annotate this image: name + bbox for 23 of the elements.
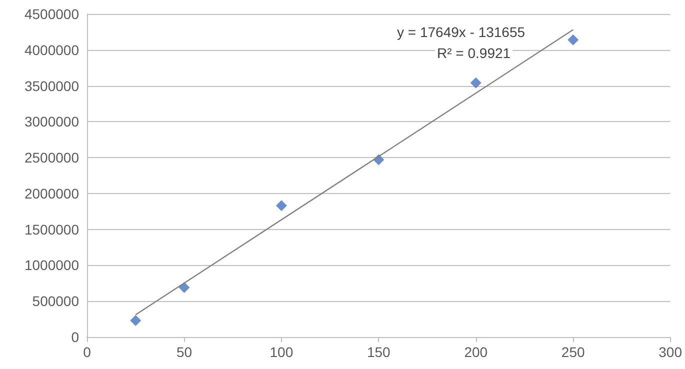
x-tick-label: 200 [464, 344, 488, 360]
y-tick-label: 2000000 [24, 185, 80, 202]
x-tick-label: 250 [561, 344, 585, 360]
y-tick-label: 0 [71, 329, 80, 345]
x-tick-label: 100 [270, 344, 294, 360]
x-tick-label: 300 [658, 344, 682, 360]
y-tick-label: 3000000 [24, 114, 80, 130]
point [470, 77, 482, 88]
y-tick-label: 500000 [32, 293, 80, 310]
point [276, 200, 287, 212]
annotation: R² = 0.9921 [437, 45, 511, 61]
x-tick-label: 50 [176, 344, 192, 360]
y-tick-label: 4000000 [24, 42, 80, 58]
x-tick-label: 150 [366, 344, 391, 360]
annotation: y = 17649x - 131655 [397, 24, 526, 40]
y-tick-label: 3500000 [24, 78, 80, 94]
y-tick-label: 4500000 [24, 6, 80, 22]
y-tick-label: 1000000 [24, 257, 80, 274]
y-tick-label: 1500000 [24, 221, 80, 238]
y-tick-label: 2500000 [24, 150, 80, 166]
x-tick-label: 0 [83, 344, 92, 360]
point [568, 34, 579, 46]
point [130, 314, 142, 326]
